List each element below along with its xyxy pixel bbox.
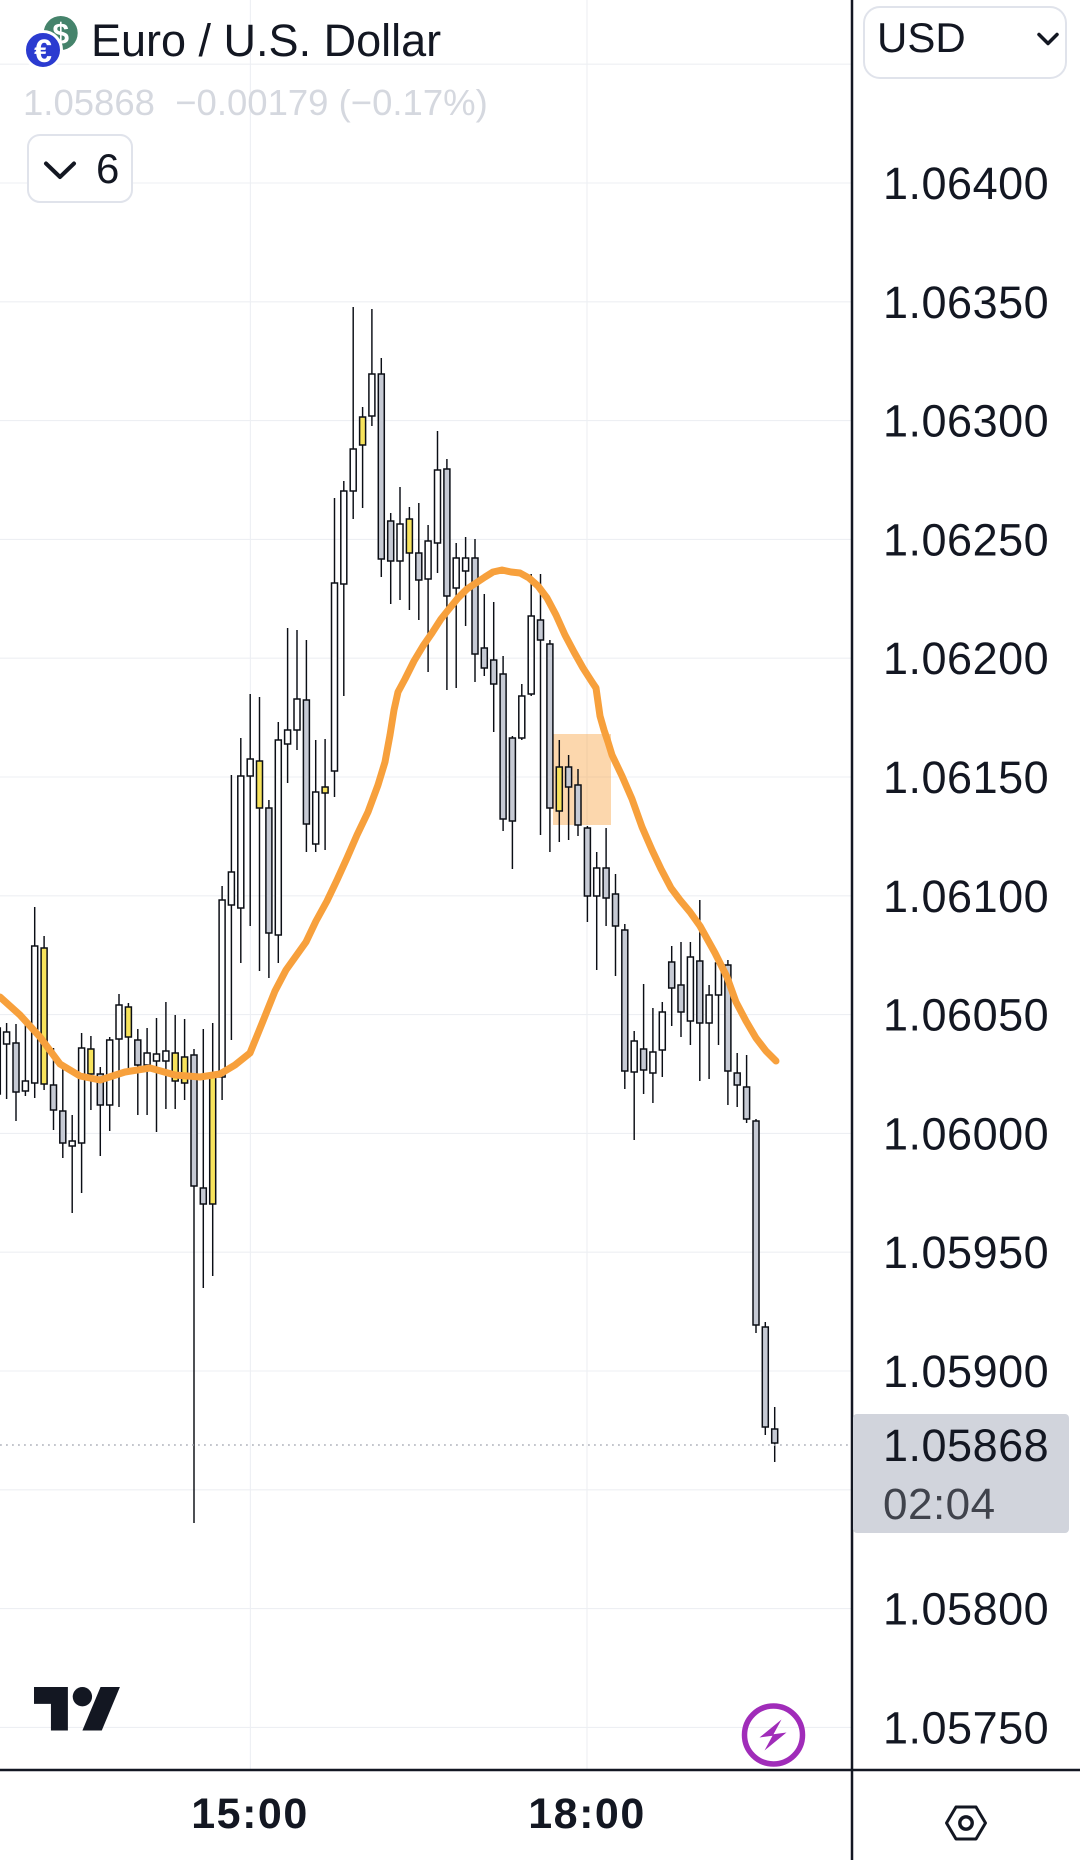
svg-text:1.05900: 1.05900 bbox=[883, 1346, 1049, 1397]
svg-text:02:04: 02:04 bbox=[883, 1480, 996, 1529]
svg-text:USD: USD bbox=[877, 14, 966, 61]
svg-text:1.05868: 1.05868 bbox=[883, 1420, 1049, 1471]
svg-text:Euro / U.S. Dollar: Euro / U.S. Dollar bbox=[91, 15, 441, 66]
svg-text:1.06350: 1.06350 bbox=[883, 277, 1049, 328]
svg-text:1.05800: 1.05800 bbox=[883, 1584, 1049, 1635]
svg-text:1.06200: 1.06200 bbox=[883, 633, 1049, 684]
svg-text:€: € bbox=[34, 33, 52, 69]
svg-text:1.06150: 1.06150 bbox=[883, 752, 1049, 803]
svg-text:1.05868 −0.00179 (−0.17%): 1.05868 −0.00179 (−0.17%) bbox=[23, 82, 488, 123]
svg-text:1.05750: 1.05750 bbox=[883, 1702, 1049, 1753]
svg-text:1.05950: 1.05950 bbox=[883, 1227, 1049, 1278]
svg-text:1.06000: 1.06000 bbox=[883, 1108, 1049, 1159]
svg-text:1.06250: 1.06250 bbox=[883, 514, 1049, 565]
svg-text:18:00: 18:00 bbox=[528, 1790, 645, 1838]
svg-text:1.06400: 1.06400 bbox=[883, 158, 1049, 209]
svg-text:1.06300: 1.06300 bbox=[883, 396, 1049, 447]
svg-text:1.06050: 1.06050 bbox=[883, 990, 1049, 1041]
svg-text:1.06100: 1.06100 bbox=[883, 871, 1049, 922]
svg-text:15:00: 15:00 bbox=[191, 1790, 308, 1838]
svg-text:6: 6 bbox=[96, 145, 119, 192]
